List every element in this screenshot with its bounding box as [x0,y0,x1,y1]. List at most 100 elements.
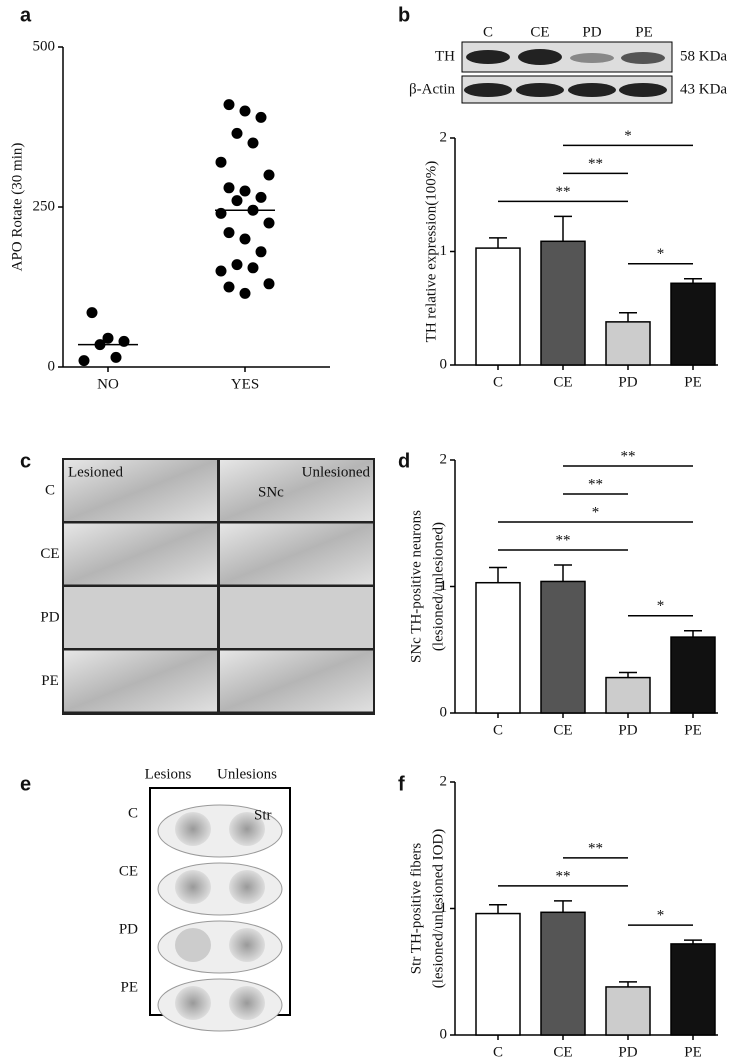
micrograph [64,460,217,521]
bar [605,676,651,714]
bar [605,321,651,366]
row-label: CE [119,863,138,879]
striatum [175,928,211,962]
panel-letter: b [398,4,410,26]
point [247,137,259,149]
y-tick-label: 250 [33,198,56,214]
y-tick-label: 0 [440,704,448,720]
point [223,99,235,111]
x-tick-label: PD [618,722,637,738]
point [263,169,275,181]
x-tick-label: CE [553,1044,572,1060]
size-label: 43 KDa [680,81,727,97]
size-label: 58 KDa [680,48,727,64]
point [255,111,267,123]
striatum [229,928,265,962]
significance-label: ** [588,156,603,172]
row-label: PD [119,921,138,937]
row-label: PE [41,673,59,689]
significance-label: * [657,908,665,924]
lane-label: C [483,24,493,40]
x-tick-label: PD [618,1044,637,1060]
x-tick-label: PD [618,374,637,390]
significance-label: ** [556,532,571,548]
micrograph [64,650,217,712]
x-tick-label: PE [684,374,702,390]
y-tick-label: 2 [440,451,448,467]
row-label: PE [120,979,138,995]
micrograph [220,523,373,585]
bar [670,943,716,1036]
y-axis-label: (lesioned/unlesioned IOD) [430,829,446,989]
row-label: C [45,482,55,498]
panel-letter: f [398,773,405,795]
column-label: Lesions [145,766,192,782]
point [215,156,227,168]
point [239,105,251,117]
panel-letter: c [20,450,31,472]
y-tick-label: 1 [440,900,448,916]
y-tick-label: 0 [48,358,56,374]
bar [670,282,716,366]
point [223,227,235,239]
point [255,246,267,258]
row-label: CE [40,546,59,562]
panel-letter: e [20,773,31,795]
x-tick-label: YES [231,376,259,392]
protein-label: TH [435,48,455,64]
micrograph [220,650,373,712]
y-tick-label: 2 [440,773,448,789]
row-label: PD [40,609,59,625]
micrograph [220,460,373,521]
bar [540,911,586,1036]
point [223,182,235,194]
bar [605,986,651,1036]
lane-label: PD [582,24,601,40]
bar [475,912,521,1036]
y-tick-label: 0 [440,356,448,372]
lane-label: CE [530,24,549,40]
significance-label: * [657,598,665,614]
significance-label: ** [621,448,636,464]
annotation: Str [254,807,272,823]
x-tick-label: PE [684,1044,702,1060]
point [239,233,251,245]
y-axis-label: TH relative expression(100%) [423,161,439,343]
point [223,281,235,293]
row-label: C [128,805,138,821]
point [78,355,90,367]
striatum [175,812,211,846]
point [231,127,243,139]
significance-label: ** [588,840,603,856]
point [263,217,275,229]
y-tick-label: 500 [33,38,56,54]
point [263,278,275,290]
point [247,262,259,274]
y-tick-label: 0 [440,1026,448,1042]
striatum [175,986,211,1020]
striatum [229,812,265,846]
significance-label: ** [588,476,603,492]
micrograph [220,587,373,648]
bar [540,580,586,714]
column-label: Lesioned [68,464,123,480]
lane-label: PE [635,24,653,40]
point [215,265,227,277]
significance-label: * [592,504,600,520]
y-tick-label: 2 [440,129,448,145]
striatum [229,870,265,904]
significance-label: ** [556,868,571,884]
x-tick-label: C [493,1044,503,1060]
significance-label: ** [556,184,571,200]
y-axis-label: Str TH-positive fibers [408,843,424,975]
blot-bands [464,49,667,97]
bar [475,581,521,714]
x-tick-label: C [493,722,503,738]
panel-letter: d [398,450,410,472]
bar [540,240,586,366]
column-label: Unlesioned [302,464,371,480]
y-tick-label: 1 [440,243,448,259]
x-tick-label: CE [553,722,572,738]
point [102,332,114,344]
significance-label: * [657,246,665,262]
